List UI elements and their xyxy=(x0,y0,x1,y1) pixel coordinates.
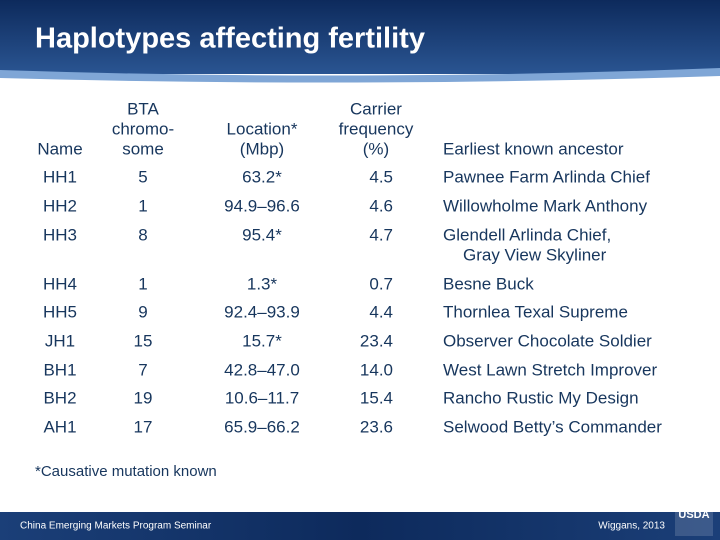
cell-text: Selwood Betty’s Commander xyxy=(443,417,662,436)
cell-text: HH3 xyxy=(43,225,77,244)
cell-text: 4.7 xyxy=(369,225,393,244)
cell-text: 15.4 xyxy=(360,388,393,407)
cell-text: Gray View Skyliner xyxy=(463,245,607,264)
cell-text: HH4 xyxy=(43,274,77,293)
footer-band xyxy=(0,512,720,540)
cell-text: Glendell Arlinda Chief, xyxy=(443,225,611,244)
cell-text: 42.8–47.0 xyxy=(224,360,300,379)
cell-text: Besne Buck xyxy=(443,274,534,293)
column-header: chromo- xyxy=(112,119,174,138)
cell-text: HH5 xyxy=(43,302,77,321)
cell-text: 1 xyxy=(138,274,147,293)
cell-text: 0.7 xyxy=(369,274,393,293)
column-header: some xyxy=(122,139,164,158)
cell-text: 5 xyxy=(138,167,147,186)
cell-text: 1 xyxy=(138,196,147,215)
cell-text: 95.4* xyxy=(242,225,282,244)
cell-text: 15 xyxy=(134,331,153,350)
footer-right: Wiggans, 2013 xyxy=(598,521,665,532)
cell-text: 9 xyxy=(138,302,147,321)
cell-text: BH1 xyxy=(43,360,76,379)
column-header: Earliest known ancestor xyxy=(443,139,624,158)
column-header: (Mbp) xyxy=(240,139,284,158)
cell-text: 17 xyxy=(134,417,153,436)
cell-text: 63.2* xyxy=(242,167,282,186)
column-header: Carrier xyxy=(350,99,402,118)
cell-text: 1.3* xyxy=(247,274,278,293)
cell-text: 65.9–66.2 xyxy=(224,417,300,436)
footnote: *Causative mutation known xyxy=(35,463,217,480)
cell-text: 8 xyxy=(138,225,147,244)
cell-text: 15.7* xyxy=(242,331,282,350)
cell-text: 4.4 xyxy=(369,302,393,321)
cell-text: 23.6 xyxy=(360,417,393,436)
cell-text: 14.0 xyxy=(360,360,393,379)
column-header: BTA xyxy=(127,99,159,118)
cell-text: 92.4–93.9 xyxy=(224,302,300,321)
cell-text: AH1 xyxy=(43,417,76,436)
cell-text: Pawnee Farm Arlinda Chief xyxy=(443,167,650,186)
column-header: frequency xyxy=(339,119,414,138)
cell-text: 94.9–96.6 xyxy=(224,196,300,215)
cell-text: HH1 xyxy=(43,167,77,186)
cell-text: BH2 xyxy=(43,388,76,407)
cell-text: Willowholme Mark Anthony xyxy=(443,196,648,215)
cell-text: 4.5 xyxy=(369,167,393,186)
column-header: Name xyxy=(37,139,82,158)
cell-text: Observer Chocolate Soldier xyxy=(443,331,652,350)
column-header: (%) xyxy=(363,139,389,158)
cell-text: JH1 xyxy=(45,331,75,350)
header-wave xyxy=(0,68,720,83)
cell-text: West Lawn Stretch Improver xyxy=(443,360,657,379)
cell-text: Rancho Rustic My Design xyxy=(443,388,639,407)
cell-text: Thornlea Texal Supreme xyxy=(443,302,628,321)
cell-text: HH2 xyxy=(43,196,77,215)
logo-box xyxy=(675,508,713,536)
header-band xyxy=(0,0,720,74)
cell-text: 23.4 xyxy=(360,331,393,350)
footer-left: China Emerging Markets Program Seminar xyxy=(20,521,212,532)
cell-text: 7 xyxy=(138,360,147,379)
cell-text: 10.6–11.7 xyxy=(225,388,299,407)
column-header: Location* xyxy=(227,119,298,138)
title: Haplotypes affecting fertility xyxy=(35,23,425,55)
cell-text: 19 xyxy=(134,388,153,407)
logo: USDA xyxy=(678,509,709,521)
cell-text: 4.6 xyxy=(369,196,393,215)
